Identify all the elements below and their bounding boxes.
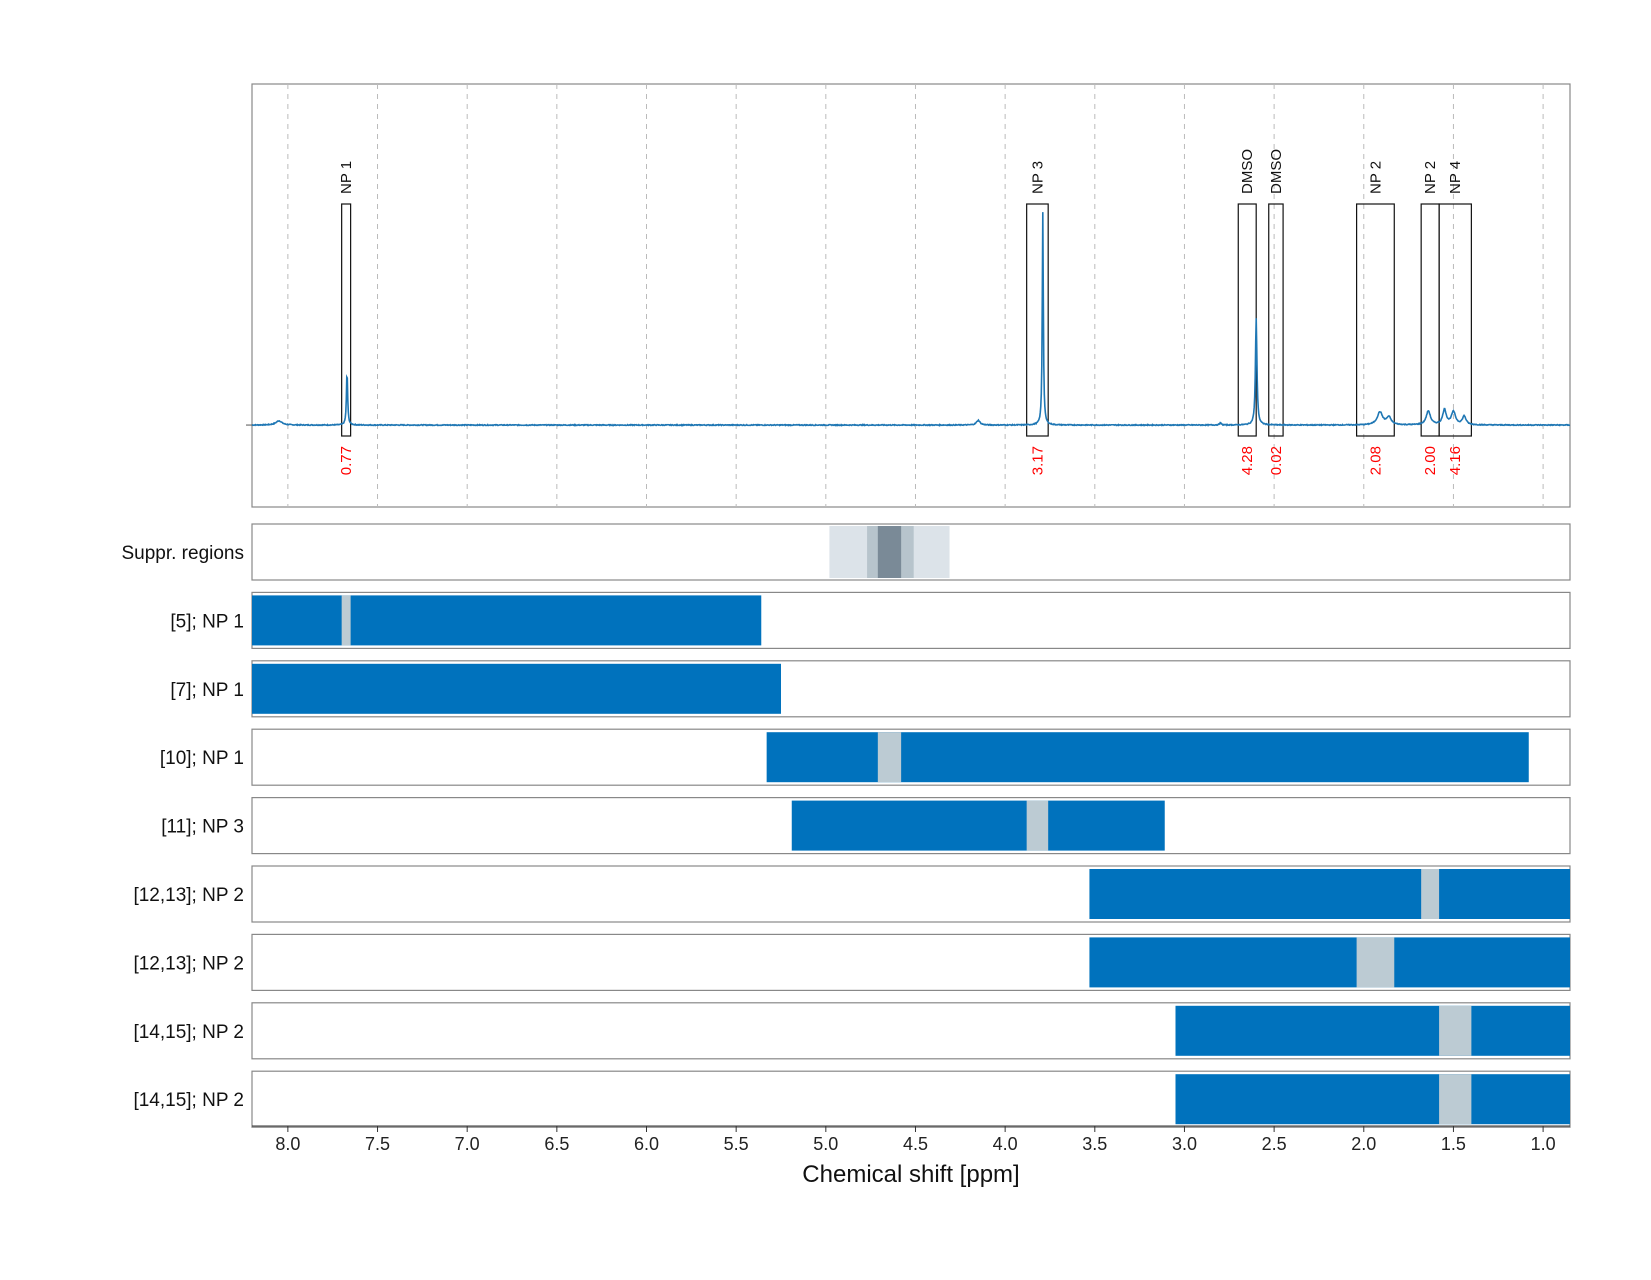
region-label-0: NP 1: [338, 161, 355, 194]
track-bar-1: [252, 663, 781, 714]
x-tick-label-8: 4.0: [993, 1134, 1018, 1154]
x-tick-label-6: 5.0: [813, 1134, 838, 1154]
x-tick-label-10: 3.0: [1172, 1134, 1197, 1154]
track-label-1: [7]; NP 1: [170, 680, 244, 701]
x-tick-label-11: 2.5: [1262, 1134, 1287, 1154]
integral-value-1: 3.17: [1029, 446, 1046, 475]
track-gap-6-0: [1439, 1005, 1472, 1056]
x-tick-label-4: 6.0: [634, 1134, 659, 1154]
track-label-4: [12,13]; NP 2: [133, 885, 244, 906]
integration-box-6: [1438, 203, 1472, 437]
integral-value-2: 4.28: [1239, 446, 1256, 475]
track-bar-5: [1089, 937, 1570, 988]
track-bar-3: [791, 800, 1165, 851]
region-label-3: DMSO: [1268, 149, 1285, 194]
region-label-2: DMSO: [1239, 149, 1256, 194]
x-tick-label-0: 8.0: [275, 1134, 300, 1154]
integral-value-5: 2.00: [1422, 446, 1439, 475]
range-tracks-panel: Suppr. regions [5]; NP 1 [7]; NP 1 [10]; NP…: [121, 523, 1571, 1128]
integration-box-4: [1356, 203, 1395, 437]
track-label-7: [14,15]; NP 2: [133, 1090, 244, 1111]
integration-box-3: [1268, 203, 1284, 437]
region-label-6: NP 4: [1447, 161, 1464, 194]
track-label-3: [11]; NP 3: [161, 817, 244, 838]
track-gap-4-0: [1421, 869, 1440, 919]
region-label-4: NP 2: [1367, 161, 1384, 194]
spectrum-panel: NP 1 0.77 NP 3 3.17 DMSO 4.28 DMSO 0.02 NP 2 2.08…: [246, 83, 1571, 508]
region-label-1: NP 3: [1029, 161, 1046, 194]
integral-value-3: 0.02: [1268, 446, 1285, 475]
x-tick-label-2: 7.0: [455, 1134, 480, 1154]
x-axis: 8.0 7.5 7.0 6.5 6.0 5.5 5.0 4.5 4.0 3.5 3.0 2.5 2.0 1…: [252, 1125, 1570, 1154]
track-gap-3-0: [1026, 800, 1049, 851]
x-tick-label-1: 7.5: [365, 1134, 390, 1154]
track-bar-6: [1175, 1005, 1570, 1056]
integral-value-0: 0.77: [338, 446, 355, 475]
track-bar-4: [1089, 869, 1570, 919]
integral-value-4: 2.08: [1367, 446, 1384, 475]
x-tick-label-13: 1.5: [1441, 1134, 1466, 1154]
x-tick-label-7: 4.5: [903, 1134, 928, 1154]
spectrum-frame: [251, 83, 1571, 508]
spectrum-line: [251, 212, 1571, 427]
track-gap-0-0: [341, 595, 351, 646]
integral-value-6: 4.16: [1447, 446, 1464, 475]
track-gap-2-0: [877, 732, 902, 783]
x-tick-label-3: 6.5: [544, 1134, 569, 1154]
region-label-5: NP 2: [1422, 161, 1439, 194]
track-label-2: [10]; NP 1: [160, 748, 244, 769]
integration-box-1: [1026, 203, 1049, 437]
x-tick-label-5: 5.5: [724, 1134, 749, 1154]
track-gap-7-0: [1439, 1074, 1472, 1125]
track-bar-0: [252, 595, 762, 646]
track-bar-7: [1175, 1074, 1570, 1125]
x-axis-label: Chemical shift [ppm]: [802, 1161, 1019, 1188]
track-label-0: [5]; NP 1: [170, 611, 244, 632]
x-tick-label-12: 2.0: [1351, 1134, 1376, 1154]
integration-box-0: [341, 203, 352, 437]
suppression-band-2: [877, 526, 902, 578]
x-tick-label-14: 1.0: [1531, 1134, 1556, 1154]
x-tick-label-9: 3.5: [1082, 1134, 1107, 1154]
track-gap-5-0: [1356, 937, 1395, 988]
track-label-6: [14,15]; NP 2: [133, 1022, 244, 1043]
suppression-track-label: Suppr. regions: [121, 543, 244, 564]
track-label-5: [12,13]; NP 2: [133, 953, 244, 974]
